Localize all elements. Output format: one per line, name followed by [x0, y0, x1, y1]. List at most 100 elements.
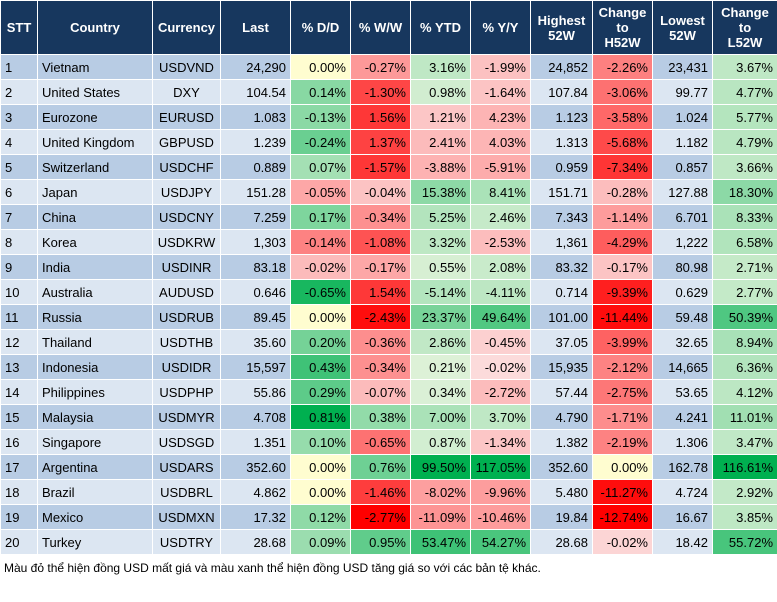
table-cell: -2.19% [592, 429, 653, 455]
table-cell: 59.48 [652, 304, 713, 330]
table-cell: 3.70% [470, 404, 531, 430]
table-cell: -1.08% [350, 229, 411, 255]
table-cell: -9.39% [592, 279, 653, 305]
table-cell: 9 [0, 254, 38, 280]
table-cell: 5.77% [712, 104, 777, 130]
table-cell: 17 [0, 454, 38, 480]
table-cell: 17.32 [220, 504, 291, 530]
table-row: 5 Switzerland USDCHF 0.889 0.07% -1.57% -3.88%… [0, 154, 777, 180]
table-cell: Korea [37, 229, 153, 255]
table-cell: 19 [0, 504, 38, 530]
table-cell: -2.43% [350, 304, 411, 330]
table-cell: 1.313 [530, 129, 593, 155]
table-row: 2 United States DXY 104.54 0.14% -1.30% 0.98% -… [0, 79, 777, 105]
table-cell: USDVND [152, 54, 221, 80]
table-cell: 0.00% [290, 304, 351, 330]
table-cell: 151.28 [220, 179, 291, 205]
table-cell: 6.701 [652, 204, 713, 230]
table-cell: 0.629 [652, 279, 713, 305]
table-cell: 1.306 [652, 429, 713, 455]
table-cell: 0.98% [410, 79, 471, 105]
table-cell: Singapore [37, 429, 153, 455]
table-cell: United Kingdom [37, 129, 153, 155]
table-cell: 0.55% [410, 254, 471, 280]
table-cell: 1.024 [652, 104, 713, 130]
table-cell: 1.182 [652, 129, 713, 155]
table-cell: 0.12% [290, 504, 351, 530]
table-cell: 14 [0, 379, 38, 405]
table-cell: 4.23% [470, 104, 531, 130]
table-cell: 23.37% [410, 304, 471, 330]
table-cell: -0.02% [290, 254, 351, 280]
table-cell: 0.00% [592, 454, 653, 480]
table-cell: Brazil [37, 479, 153, 505]
table-cell: 4.03% [470, 129, 531, 155]
table-cell: 24,290 [220, 54, 291, 80]
table-cell: 18.42 [652, 529, 713, 555]
table-cell: 107.84 [530, 79, 593, 105]
table-cell: -0.02% [470, 354, 531, 380]
table-cell: 7 [0, 204, 38, 230]
table-cell: USDCNY [152, 204, 221, 230]
table-cell: -1.99% [470, 54, 531, 80]
table-cell: 0.10% [290, 429, 351, 455]
table-row: 14 Philippines USDPHP 55.86 0.29% -0.07% 0.34%… [0, 379, 777, 405]
table-cell: USDIDR [152, 354, 221, 380]
table-cell: -5.91% [470, 154, 531, 180]
table-cell: 28.68 [220, 529, 291, 555]
table-cell: 1.37% [350, 129, 411, 155]
table-cell: 55.86 [220, 379, 291, 405]
table-cell: -3.88% [410, 154, 471, 180]
table-row: 17 Argentina USDARS 352.60 0.00% 0.76% 99.50% 1… [0, 454, 777, 480]
table-cell: -1.34% [470, 429, 531, 455]
table-cell: -12.74% [592, 504, 653, 530]
table-cell: 8 [0, 229, 38, 255]
table-cell: GBPUSD [152, 129, 221, 155]
table-cell: USDMXN [152, 504, 221, 530]
table-cell: 101.00 [530, 304, 593, 330]
table-row: 12 Thailand USDTHB 35.60 0.20% -0.36% 2.86% -0.… [0, 329, 777, 355]
table-cell: 117.05% [470, 454, 531, 480]
table-cell: USDINR [152, 254, 221, 280]
table-cell: -3.58% [592, 104, 653, 130]
table-cell: 3.32% [410, 229, 471, 255]
table-cell: -0.04% [350, 179, 411, 205]
table-cell: 2.08% [470, 254, 531, 280]
table-cell: 55.72% [712, 529, 777, 555]
table-cell: Argentina [37, 454, 153, 480]
header-cell: Currency [152, 0, 221, 55]
table-cell: Indonesia [37, 354, 153, 380]
table-cell: -5.14% [410, 279, 471, 305]
table-cell: 4.724 [652, 479, 713, 505]
table-cell: -3.99% [592, 329, 653, 355]
table-cell: -0.36% [350, 329, 411, 355]
table-row: 10 Australia AUDUSD 0.646 -0.65% 1.54% -5.14% -… [0, 279, 777, 305]
table-cell: 352.60 [220, 454, 291, 480]
header-cell: Last [220, 0, 291, 55]
table-row: 9 India USDINR 83.18 -0.02% -0.17% 0.55% 2.08% 8… [0, 254, 777, 280]
table-row: 7 China USDCNY 7.259 0.17% -0.34% 5.25% 2.46% 7.… [0, 204, 777, 230]
table-cell: -2.75% [592, 379, 653, 405]
table-cell: EURUSD [152, 104, 221, 130]
table-cell: -0.34% [350, 354, 411, 380]
table-cell: 3.66% [712, 154, 777, 180]
table-cell: 1.239 [220, 129, 291, 155]
table-cell: 49.64% [470, 304, 531, 330]
table-cell: Eurozone [37, 104, 153, 130]
table-cell: 2.71% [712, 254, 777, 280]
table-cell: -0.24% [290, 129, 351, 155]
table-cell: Russia [37, 304, 153, 330]
table-cell: 7.259 [220, 204, 291, 230]
table-cell: 18 [0, 479, 38, 505]
table-cell: 18.30% [712, 179, 777, 205]
table-cell: USDTHB [152, 329, 221, 355]
table-cell: 8.33% [712, 204, 777, 230]
table-cell: 2 [0, 79, 38, 105]
table-cell: USDMYR [152, 404, 221, 430]
table-cell: 6.36% [712, 354, 777, 380]
table-cell: 8.94% [712, 329, 777, 355]
table-cell: 3.47% [712, 429, 777, 455]
table-cell: 0.34% [410, 379, 471, 405]
table-cell: USDPHP [152, 379, 221, 405]
table-cell: 16.67 [652, 504, 713, 530]
